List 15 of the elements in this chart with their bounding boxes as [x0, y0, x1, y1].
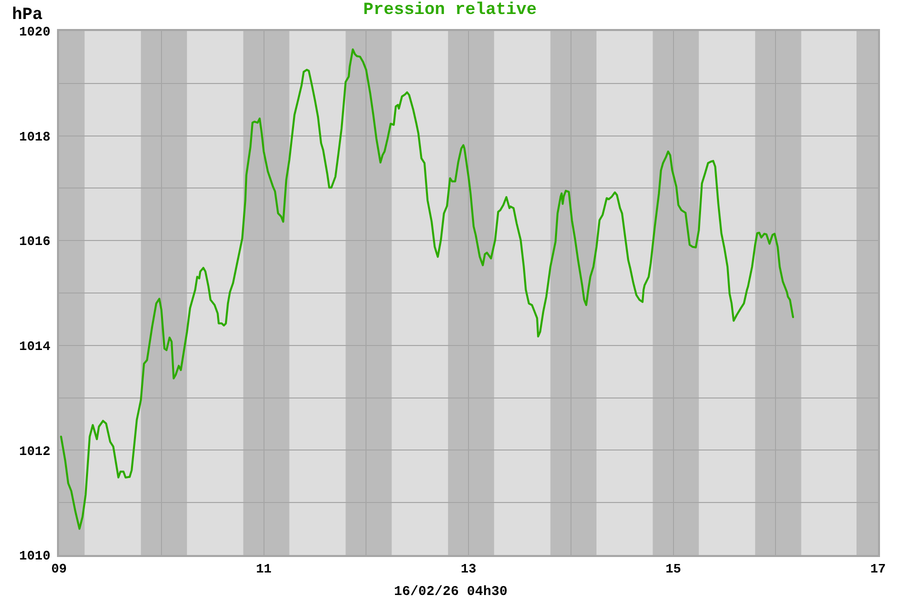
x-axis-title: 16/02/26 04h30 [394, 585, 508, 600]
x-tick-label: 17 [870, 562, 886, 577]
y-tick-label: 1012 [19, 444, 51, 459]
x-tick-label: 09 [51, 562, 67, 577]
x-tick-label: 13 [460, 562, 476, 577]
y-tick-label: 1016 [19, 234, 51, 250]
chart-title: Pression relative [363, 0, 537, 20]
y-tick-label: 1010 [19, 548, 51, 564]
y-axis-title: hPa [12, 6, 43, 25]
line-series [60, 48, 794, 530]
y-tick-label: 1014 [19, 338, 51, 354]
y-tick-label: 1018 [19, 129, 51, 144]
x-tick-label: 11 [256, 562, 272, 577]
y-tick-label: 1020 [19, 24, 51, 40]
x-tick-label: 15 [665, 562, 682, 577]
